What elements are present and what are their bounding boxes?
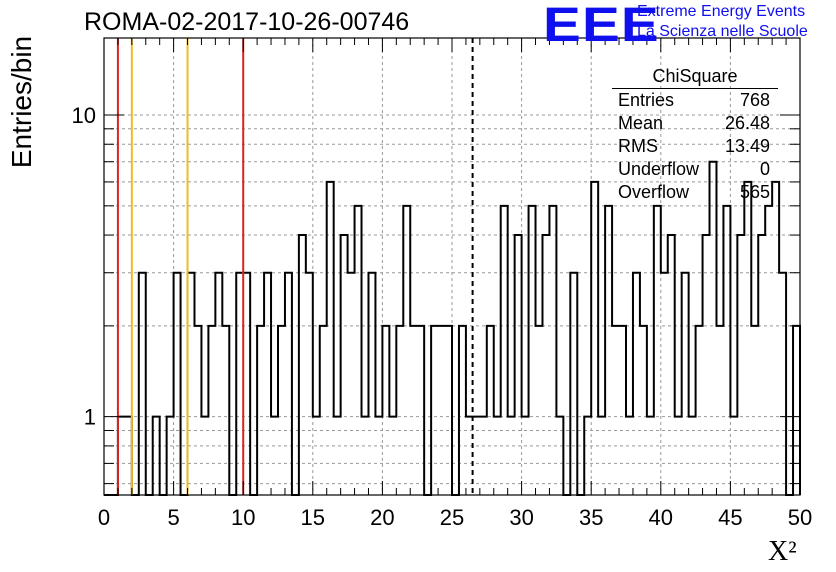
x-tick-label: 50 (788, 505, 812, 530)
y-tick-label: 1 (84, 405, 96, 430)
stats-row-underflow: Underflow 0 (612, 158, 778, 181)
stats-title: ChiSquare (612, 66, 778, 89)
x-tick-label: 10 (231, 505, 255, 530)
stats-value: 0 (759, 159, 770, 179)
x-tick-label: 40 (649, 505, 673, 530)
x-axis-label: X² (768, 536, 797, 567)
x-tick-label: 5 (167, 505, 179, 530)
logo-line-1: Extreme Energy Events (637, 3, 806, 20)
x-tick-label: 20 (370, 505, 394, 530)
eee-logo: EEE (543, 0, 660, 52)
x-tick-label: 35 (579, 505, 603, 530)
stats-label: Mean (618, 113, 664, 133)
x-tick-label: 15 (301, 505, 325, 530)
stats-label: Underflow (618, 159, 700, 179)
stats-value: 13.49 (724, 136, 770, 156)
x-tick-label: 30 (509, 505, 533, 530)
x-tick-label: 25 (440, 505, 464, 530)
stats-row-mean: Mean 26.48 (612, 112, 778, 135)
histogram-line (104, 160, 801, 496)
stats-box: ChiSquare Entries 768 Mean 26.48 RMS 13.… (612, 66, 778, 204)
chart-title: ROMA-02-2017-10-26-00746 (84, 8, 410, 36)
x-tick-label: 45 (718, 505, 742, 530)
stats-label: Entries (618, 90, 675, 110)
stats-label: RMS (618, 136, 658, 156)
x-tick-label: 0 (98, 505, 110, 530)
stats-row-entries: Entries 768 (612, 89, 778, 112)
stats-row-overflow: Overflow 565 (612, 181, 778, 204)
logo-line-2: La Scienza nelle Scuole (637, 23, 808, 40)
y-tick-label: 10 (72, 103, 96, 128)
stats-row-rms: RMS 13.49 (612, 135, 778, 158)
stats-value: 565 (739, 182, 770, 202)
stats-value: 768 (739, 90, 770, 110)
y-axis-label: Entries/bin (6, 35, 37, 169)
stats-value: 26.48 (724, 113, 770, 133)
stats-label: Overflow (618, 182, 690, 202)
